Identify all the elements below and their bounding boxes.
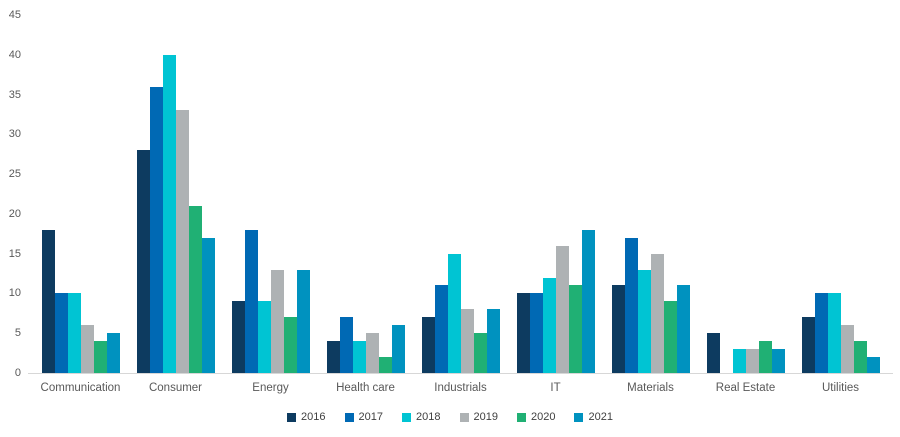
- x-category-label-health-care: Health care: [336, 382, 395, 394]
- legend-item-2018: 2018: [402, 411, 441, 423]
- bar-2016-real-estate: [706, 333, 720, 373]
- bar-2016-communication: [41, 230, 55, 373]
- x-category-label-consumer: Consumer: [148, 382, 203, 394]
- bar-2016-health-care: [326, 341, 340, 373]
- x-category-label-materials: Materials: [627, 382, 674, 394]
- legend: 2016 2017 2018 2019 2020 2021: [0, 408, 900, 426]
- legend-label: 2016: [301, 411, 326, 423]
- bar-2017-communication: [54, 293, 68, 373]
- bar-2021-materials: [676, 285, 690, 373]
- bar-2020-industrials: [473, 333, 487, 373]
- legend-swatch-icon: [402, 412, 412, 422]
- bar-2017-it: [529, 293, 543, 373]
- y-tick-label: 5: [14, 327, 21, 340]
- x-category-label-communication: Communication: [40, 382, 121, 394]
- bar-2020-real-estate: [758, 341, 772, 373]
- bar-2018-utilities: [827, 293, 841, 373]
- y-tick-label: 10: [8, 287, 21, 300]
- legend-label: 2019: [473, 411, 498, 423]
- bar-2019-real-estate: [745, 349, 759, 373]
- x-category-label-real-estate: Real Estate: [715, 382, 776, 394]
- bar-2016-consumer: [136, 150, 150, 373]
- legend-item-2019: 2019: [459, 411, 498, 423]
- bar-2021-communication: [106, 333, 120, 373]
- bar-2019-materials: [650, 254, 664, 373]
- bar-2021-energy: [296, 270, 310, 373]
- bar-2019-it: [555, 246, 569, 373]
- bar-2018-consumer: [162, 55, 176, 373]
- bar-2016-utilities: [801, 317, 815, 373]
- x-category-label-industrials: Industrials: [434, 382, 487, 394]
- bar-2019-energy: [270, 270, 284, 373]
- bar-2017-consumer: [149, 87, 163, 373]
- bar-2017-utilities: [814, 293, 828, 373]
- legend-item-2021: 2021: [574, 411, 613, 423]
- bar-2020-consumer: [188, 206, 202, 373]
- bar-2020-utilities: [853, 341, 867, 373]
- bar-2020-communication: [93, 341, 107, 373]
- x-category-label-energy: Energy: [252, 382, 289, 394]
- bar-2021-consumer: [201, 238, 215, 373]
- bar-2018-materials: [637, 270, 651, 373]
- bar-2021-health-care: [391, 325, 405, 373]
- bar-2018-it: [542, 278, 556, 373]
- bar-2018-energy: [257, 301, 271, 373]
- bar-2016-industrials: [421, 317, 435, 373]
- bar-2017-health-care: [339, 317, 353, 373]
- y-tick-label: 15: [8, 247, 21, 260]
- legend-item-2016: 2016: [287, 411, 326, 423]
- bar-2019-communication: [80, 325, 94, 373]
- legend-item-2017: 2017: [344, 411, 384, 423]
- x-category-label-utilities: Utilities: [821, 382, 860, 394]
- bar-2019-health-care: [365, 333, 379, 373]
- bar-2018-real-estate: [732, 349, 746, 373]
- bar-2021-it: [581, 230, 595, 373]
- legend-item-2020: 2020: [516, 411, 556, 423]
- x-axis-line: [28, 373, 893, 374]
- y-tick-label: 25: [8, 168, 21, 181]
- y-tick-label: 0: [14, 367, 21, 379]
- x-category-label-it: IT: [550, 382, 561, 394]
- bar-2021-utilities: [866, 357, 880, 373]
- bar-2017-energy: [244, 230, 258, 373]
- legend-swatch-icon: [287, 412, 297, 422]
- legend-label: 2020: [530, 411, 556, 423]
- bar-2019-consumer: [175, 110, 189, 373]
- y-tick-label: 35: [8, 88, 21, 101]
- bar-2021-industrials: [486, 309, 500, 373]
- legend-label: 2021: [588, 411, 613, 423]
- y-tick-label: 20: [8, 207, 21, 220]
- y-tick-label: 40: [8, 48, 21, 61]
- bar-2019-industrials: [460, 309, 474, 373]
- y-tick-label: 45: [8, 9, 21, 21]
- y-tick-label: 30: [8, 128, 21, 141]
- legend-swatch-icon: [516, 412, 526, 422]
- legend-swatch-icon: [574, 412, 584, 422]
- bar-2020-materials: [663, 301, 677, 373]
- legend-swatch-icon: [344, 412, 354, 422]
- bar-2020-health-care: [378, 357, 392, 373]
- bar-2017-materials: [624, 238, 638, 373]
- legend-swatch-icon: [459, 412, 469, 422]
- bar-2017-industrials: [434, 285, 448, 373]
- bar-2020-energy: [283, 317, 297, 373]
- bar-2018-communication: [67, 293, 81, 373]
- legend-label: 2018: [416, 411, 441, 423]
- bar-2018-health-care: [352, 341, 366, 373]
- bar-2020-it: [568, 285, 582, 373]
- legend-label: 2017: [358, 411, 384, 423]
- bar-2016-materials: [611, 285, 625, 373]
- bar-2019-utilities: [840, 325, 854, 373]
- bar-2021-real-estate: [771, 349, 785, 373]
- bar-2016-it: [516, 293, 530, 373]
- bar-2016-energy: [231, 301, 245, 373]
- bar-2018-industrials: [447, 254, 461, 373]
